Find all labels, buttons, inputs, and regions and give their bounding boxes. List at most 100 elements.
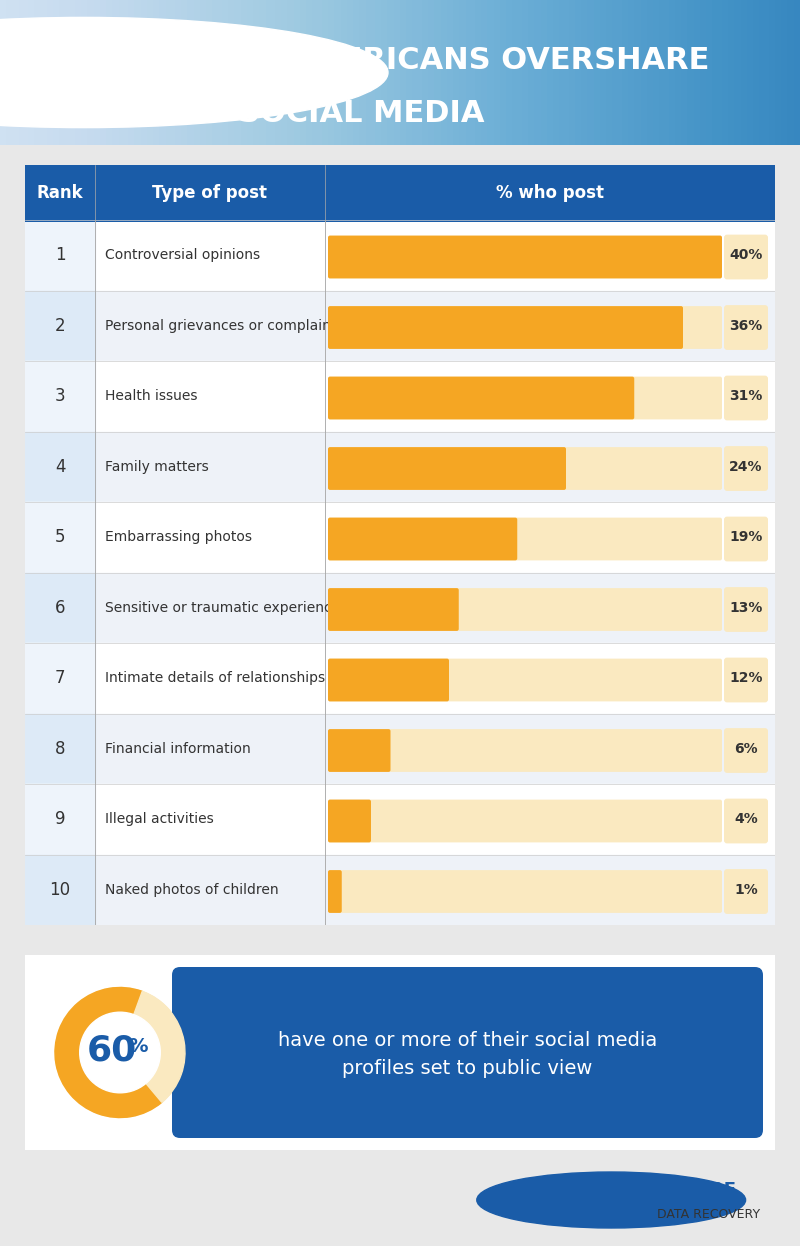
Text: 6%: 6% [734,741,758,756]
FancyBboxPatch shape [328,729,722,773]
FancyBboxPatch shape [328,447,566,490]
FancyBboxPatch shape [20,949,780,1155]
Text: 36%: 36% [730,319,762,333]
Text: 10: 10 [50,881,70,898]
Bar [25,221,95,290]
Text: 1: 1 [54,247,66,264]
FancyBboxPatch shape [328,307,683,349]
FancyBboxPatch shape [328,376,634,420]
Text: have one or more of their social media: have one or more of their social media [278,1030,657,1050]
Bar [25,572,95,643]
FancyBboxPatch shape [724,305,768,350]
Text: Type of post: Type of post [153,183,267,202]
FancyBboxPatch shape [22,162,778,928]
FancyBboxPatch shape [328,235,722,278]
FancyBboxPatch shape [328,870,342,913]
Text: 31%: 31% [730,389,762,404]
Text: Illegal activities: Illegal activities [105,812,214,826]
Bar [25,714,95,784]
Text: 24%: 24% [730,460,762,473]
Bar [25,361,775,431]
Text: 8: 8 [54,740,66,758]
Bar [25,221,775,290]
FancyBboxPatch shape [328,376,722,420]
FancyBboxPatch shape [724,587,768,632]
Bar [25,714,775,784]
Text: 1%: 1% [734,882,758,897]
Bar [25,431,95,502]
Wedge shape [55,988,162,1118]
Text: profiles set to public view: profiles set to public view [342,1059,593,1078]
FancyBboxPatch shape [328,659,449,701]
FancyBboxPatch shape [172,967,763,1138]
Text: Financial information: Financial information [105,741,250,756]
Text: 2: 2 [54,316,66,335]
FancyBboxPatch shape [724,870,768,913]
Text: 13%: 13% [730,601,762,614]
Bar [25,431,775,502]
FancyBboxPatch shape [328,517,722,561]
FancyBboxPatch shape [328,517,518,561]
Bar [25,361,95,431]
Bar [25,855,775,925]
Bar [25,784,95,855]
Bar [25,502,775,572]
Text: 4%: 4% [734,812,758,826]
Text: Intimate details of relationships: Intimate details of relationships [105,672,325,685]
FancyBboxPatch shape [328,870,722,913]
Circle shape [55,988,185,1118]
FancyBboxPatch shape [328,800,722,842]
FancyBboxPatch shape [23,163,777,222]
FancyBboxPatch shape [724,799,768,844]
FancyBboxPatch shape [328,235,722,278]
Text: Naked photos of children: Naked photos of children [105,882,278,897]
Wedge shape [134,992,185,1103]
Text: 19%: 19% [730,531,762,545]
Circle shape [477,1172,746,1229]
Circle shape [0,17,388,127]
FancyBboxPatch shape [328,659,722,701]
FancyBboxPatch shape [328,588,722,630]
Text: Rank: Rank [37,183,83,202]
Text: 6: 6 [54,599,66,617]
FancyBboxPatch shape [724,375,768,420]
Text: WHAT AMERICANS OVERSHARE: WHAT AMERICANS OVERSHARE [176,46,710,76]
FancyBboxPatch shape [328,447,722,490]
FancyBboxPatch shape [328,307,722,349]
Text: Health issues: Health issues [105,389,198,404]
Text: 12%: 12% [730,672,762,685]
Text: 5: 5 [54,528,66,546]
Bar [25,290,95,361]
Bar [25,502,95,572]
Bar [25,855,95,925]
Bar [25,643,95,714]
Text: Controversial opinions: Controversial opinions [105,248,260,262]
Text: Sensitive or traumatic experiences: Sensitive or traumatic experiences [105,601,347,614]
Text: ON SOCIAL MEDIA: ON SOCIAL MEDIA [176,98,485,127]
Bar [25,164,775,221]
Text: Personal grievances or complaints: Personal grievances or complaints [105,319,343,333]
Bar [25,572,775,643]
Bar [25,643,775,714]
Text: DATA RECOVERY: DATA RECOVERY [658,1207,761,1221]
Text: 60: 60 [87,1033,137,1068]
Text: 40%: 40% [730,248,762,262]
Bar [25,784,775,855]
FancyBboxPatch shape [724,658,768,703]
FancyBboxPatch shape [724,517,768,562]
Text: SECURE: SECURE [658,1181,736,1200]
Text: % who post: % who post [496,183,604,202]
FancyBboxPatch shape [328,729,390,773]
Text: 9: 9 [54,810,66,829]
Text: 7: 7 [54,669,66,688]
Text: 4: 4 [54,457,66,476]
FancyBboxPatch shape [724,728,768,773]
Text: Family matters: Family matters [105,460,209,473]
Text: Embarrassing photos: Embarrassing photos [105,531,252,545]
Circle shape [80,1012,160,1093]
Text: %: % [128,1037,148,1057]
FancyBboxPatch shape [724,446,768,491]
FancyBboxPatch shape [724,234,768,279]
FancyBboxPatch shape [328,800,371,842]
Bar [25,290,775,361]
